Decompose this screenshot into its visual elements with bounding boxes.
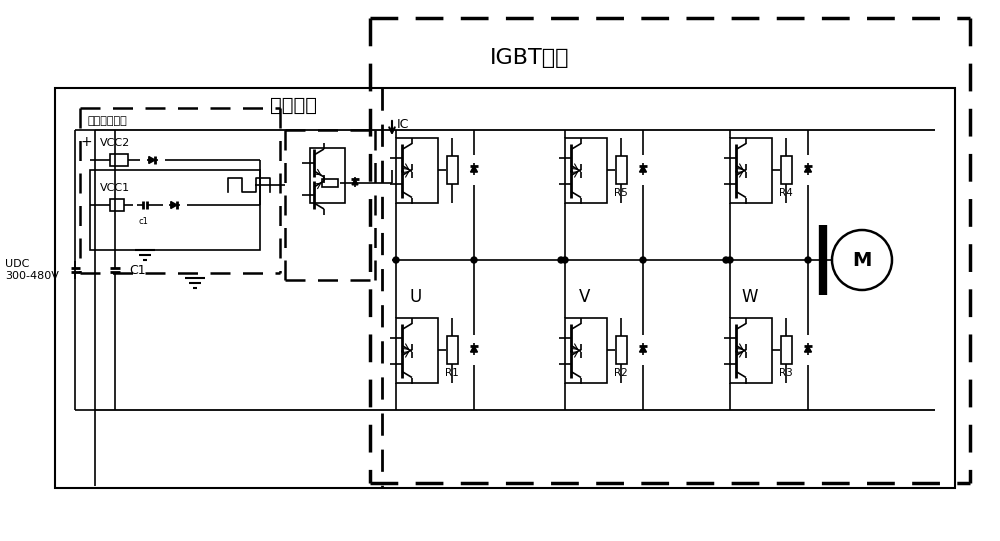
- Polygon shape: [640, 346, 646, 352]
- Bar: [565, 138, 607, 203]
- Polygon shape: [640, 166, 646, 172]
- Text: R1: R1: [445, 368, 459, 378]
- Bar: [110, 154, 128, 166]
- Text: W: W: [742, 288, 758, 306]
- Bar: [781, 336, 792, 364]
- Bar: [616, 156, 627, 184]
- Circle shape: [723, 257, 729, 263]
- Text: UDC
300-480V: UDC 300-480V: [5, 259, 59, 281]
- Polygon shape: [149, 156, 155, 163]
- Text: c1: c1: [138, 217, 148, 226]
- Circle shape: [471, 257, 477, 263]
- Bar: [110, 199, 124, 211]
- Text: U: U: [410, 288, 422, 306]
- Text: M: M: [852, 250, 872, 269]
- Bar: [730, 318, 772, 383]
- Bar: [55, 88, 955, 488]
- Polygon shape: [171, 201, 177, 208]
- Bar: [565, 318, 607, 383]
- Text: V: V: [579, 288, 591, 306]
- Circle shape: [393, 257, 399, 263]
- Text: 驱动电源电路: 驱动电源电路: [88, 116, 128, 126]
- Text: 驱动芯片: 驱动芯片: [270, 96, 317, 115]
- Bar: [310, 148, 345, 203]
- Text: IC: IC: [397, 118, 409, 131]
- Text: C1: C1: [129, 263, 146, 276]
- Text: R5: R5: [614, 188, 628, 198]
- Text: IGBT模块: IGBT模块: [490, 48, 570, 68]
- Polygon shape: [804, 166, 812, 172]
- Circle shape: [558, 257, 564, 263]
- Polygon shape: [471, 346, 478, 352]
- Text: R2: R2: [614, 368, 628, 378]
- Bar: [616, 336, 627, 364]
- Bar: [447, 336, 458, 364]
- Bar: [730, 138, 772, 203]
- Bar: [90, 170, 260, 250]
- Text: R3: R3: [779, 368, 793, 378]
- Text: VCC2: VCC2: [100, 138, 130, 148]
- Bar: [781, 156, 792, 184]
- Bar: [396, 318, 438, 383]
- Polygon shape: [471, 166, 478, 172]
- Text: VCC1: VCC1: [100, 183, 130, 193]
- Text: R4: R4: [779, 188, 793, 198]
- Circle shape: [727, 257, 733, 263]
- Circle shape: [640, 257, 646, 263]
- Bar: [396, 138, 438, 203]
- Bar: [322, 179, 338, 187]
- Polygon shape: [804, 346, 812, 352]
- Circle shape: [562, 257, 568, 263]
- Bar: [447, 156, 458, 184]
- Text: +: +: [80, 135, 92, 149]
- Polygon shape: [352, 180, 358, 185]
- Circle shape: [805, 257, 811, 263]
